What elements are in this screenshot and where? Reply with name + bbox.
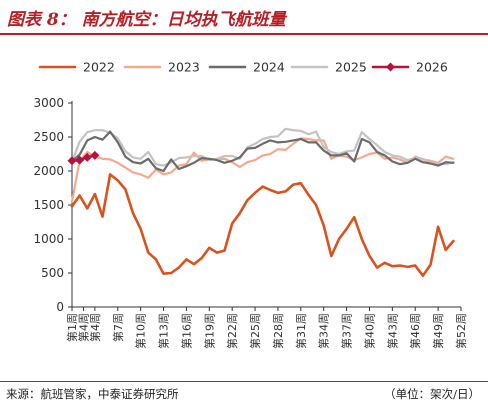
series-lines (67, 127, 455, 278)
x-tick-label: 第34周 (317, 313, 331, 349)
x-tick-label: 第25周 (248, 313, 262, 349)
x-tick-label: 第10周 (134, 313, 148, 349)
y-tick-label: 1500 (33, 198, 64, 212)
y-tick-label: 1000 (33, 232, 64, 246)
series-marker-2026 (90, 150, 100, 160)
legend-label-2026: 2026 (416, 60, 448, 75)
x-tick-label: 第46周 (408, 313, 422, 349)
x-tick-label: 第13周 (157, 313, 171, 349)
chart-title: 图表 8： 南方航空：日均执飞航班量 (7, 10, 286, 30)
y-tick-label: 3000 (33, 96, 64, 110)
line-chart: 2022 2023 2024 2025 2026 0 500 1000 1500 2000 250… (33, 60, 468, 350)
legend-label-2023: 2023 (168, 60, 200, 75)
series-line-2024 (70, 130, 455, 173)
legend-label-2024: 2024 (253, 60, 285, 75)
y-tick-label: 0 (56, 300, 64, 314)
x-tick-label: 第40周 (362, 313, 376, 349)
unit-note: （单位：架次/日） (384, 387, 480, 401)
x-tick-label: 第52周 (454, 313, 468, 349)
legend: 2022 2023 2024 2025 2026 (38, 60, 448, 75)
x-tick-label: 第4周 (88, 313, 102, 342)
series-marker-2026 (67, 156, 77, 166)
y-tick-label: 2000 (33, 164, 64, 178)
series-marker-2026 (75, 155, 85, 165)
x-tick-label: 第22周 (225, 313, 239, 349)
series-line-2025 (70, 127, 455, 167)
y-tick-label: 500 (41, 266, 64, 280)
legend-label-2022: 2022 (83, 60, 115, 75)
series-line-2022 (70, 173, 455, 278)
series-line-2023 (70, 137, 455, 203)
legend-label-2025: 2025 (335, 60, 367, 75)
x-tick-label: 第7周 (111, 313, 125, 342)
source-note: 来源：航班管家，中泰证券研究所 (6, 387, 179, 401)
legend-marker-2026 (386, 62, 395, 72)
x-tick-label: 第4周 (76, 313, 90, 342)
x-tick-label: 第28周 (271, 313, 285, 349)
x-tick-label: 第37周 (340, 313, 354, 349)
title-rule (0, 33, 488, 35)
y-tick-label: 2500 (33, 130, 64, 144)
series-marker-2026 (82, 152, 92, 162)
footer-rule (0, 381, 488, 382)
x-tick-label: 第31周 (294, 313, 308, 349)
x-tick-label: 第16周 (179, 313, 193, 349)
title-bar: 图表 8： 南方航空：日均执飞航班量 (0, 0, 488, 35)
x-tick-label: 第19周 (202, 313, 216, 349)
x-tick-label: 第43周 (385, 313, 399, 349)
x-tick-label: 第49周 (431, 313, 445, 349)
x-tick-label: 第1周 (65, 313, 79, 342)
